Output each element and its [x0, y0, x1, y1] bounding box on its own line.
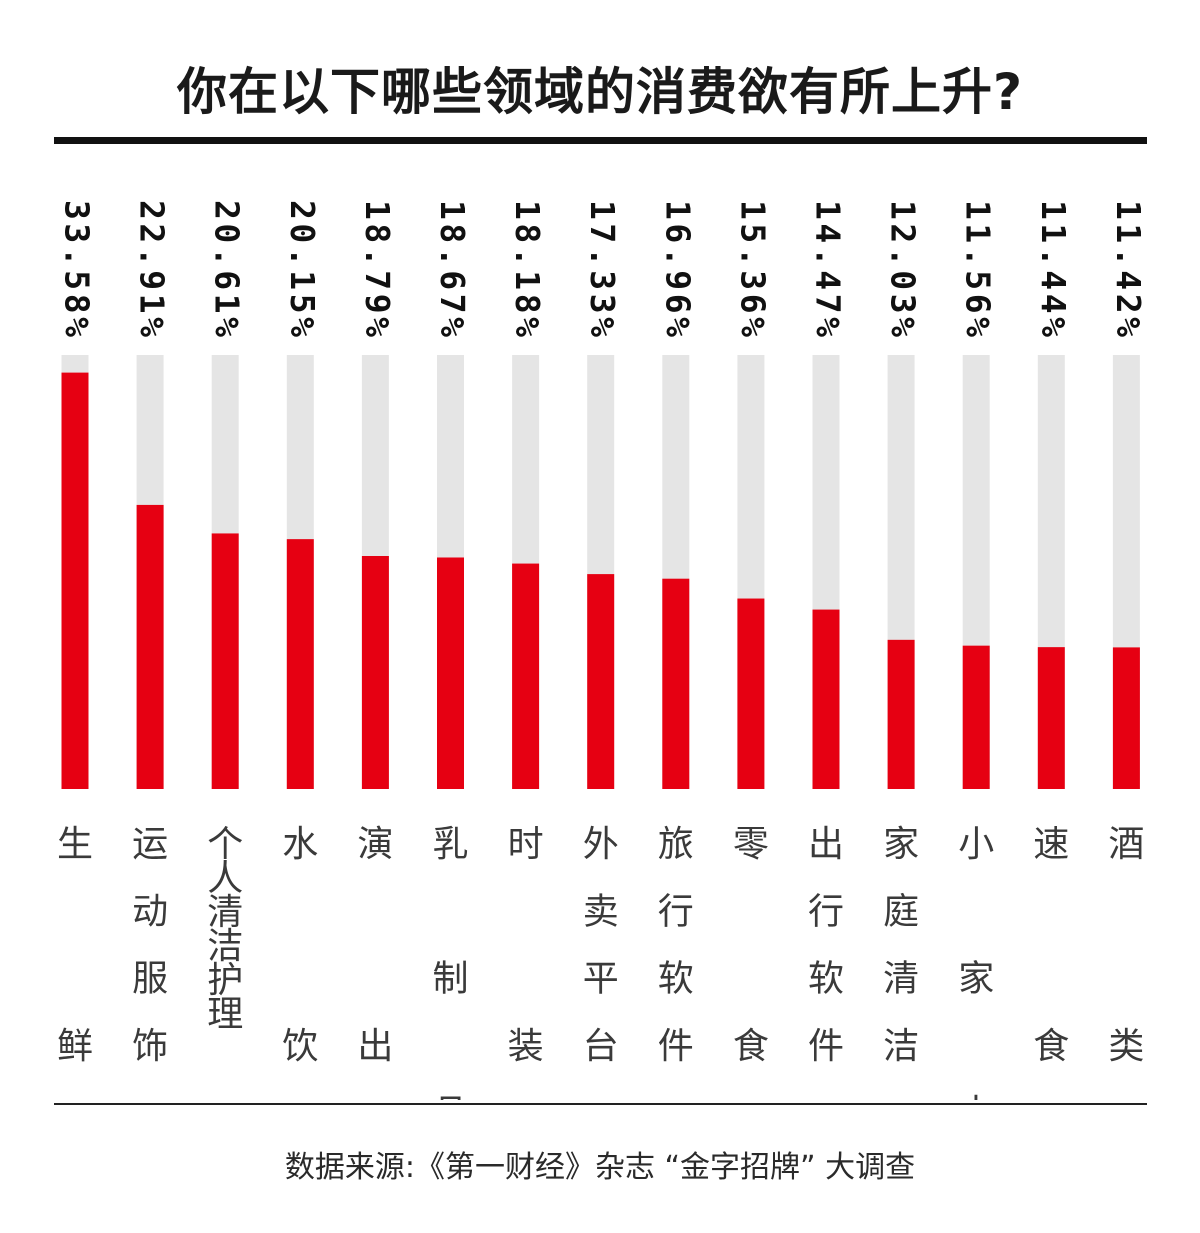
- category-char: 酒: [1108, 824, 1144, 865]
- bar: [587, 574, 615, 789]
- category-char: 清: [207, 892, 243, 933]
- category-char: 件: [808, 1026, 844, 1067]
- footer-divider: [54, 1103, 1147, 1105]
- data-label: 12.03%: [884, 200, 923, 337]
- category-char: 服: [132, 959, 168, 1000]
- data-label: 20.15%: [283, 200, 322, 337]
- category-char: 食: [733, 1026, 769, 1067]
- category-label: 生鲜: [57, 824, 93, 1067]
- category-label: 演出: [357, 824, 393, 1067]
- category-char: 行: [658, 891, 694, 932]
- data-label: 20.61%: [208, 200, 247, 337]
- category-char: 装: [508, 1026, 544, 1067]
- category-char: 件: [658, 1026, 694, 1067]
- bar: [812, 609, 840, 789]
- bar: [211, 533, 239, 789]
- category-char: 外: [583, 824, 619, 865]
- category-label: 水饮: [282, 824, 318, 1067]
- category-char: 时: [508, 824, 544, 865]
- bar: [361, 556, 389, 789]
- category-label: 时装: [508, 824, 544, 1067]
- bar: [286, 539, 314, 789]
- category-char: 软: [808, 959, 844, 1000]
- category-char: 出: [357, 1026, 393, 1067]
- category-char: 个: [207, 824, 243, 865]
- category-char: 理: [207, 994, 243, 1035]
- category-char: 小: [958, 824, 994, 865]
- data-label: 18.18%: [508, 200, 547, 337]
- category-char: 水: [282, 824, 318, 865]
- category-char: 洁: [207, 926, 243, 967]
- data-label: 17.33%: [583, 200, 622, 337]
- data-label: 33.58%: [58, 200, 97, 337]
- category-char: 演: [357, 824, 393, 865]
- data-label: 18.79%: [358, 200, 397, 337]
- category-char: 鲜: [57, 1026, 93, 1067]
- category-char: 运: [132, 824, 168, 865]
- bar: [1112, 647, 1140, 789]
- category-char: 类: [1108, 1026, 1144, 1067]
- data-label: 11.42%: [1109, 200, 1148, 337]
- category-char: 动: [132, 891, 168, 932]
- category-char: 食: [1033, 1026, 1069, 1067]
- category-char: 出: [808, 824, 844, 865]
- category-char: 清: [883, 959, 919, 1000]
- bar: [61, 372, 89, 789]
- data-label: 18.67%: [433, 200, 472, 337]
- category-char: 饮: [282, 1026, 318, 1067]
- bar: [1037, 647, 1065, 789]
- title-divider: [54, 137, 1147, 144]
- category-char: 庭: [883, 891, 919, 932]
- category-label: 酒类: [1108, 824, 1144, 1067]
- category-char: 人: [207, 858, 243, 899]
- bar-chart: 33.58%生鲜22.91%运动服饰20.61%个人清洁护理20.15%水饮18…: [57, 200, 1148, 1100]
- data-label: 11.44%: [1034, 200, 1073, 337]
- data-label: 14.47%: [809, 200, 848, 337]
- bar: [662, 578, 690, 789]
- category-char: 品: [432, 1093, 468, 1100]
- data-label: 15.36%: [733, 200, 772, 337]
- data-label: 11.56%: [959, 200, 998, 337]
- data-label: 16.96%: [658, 200, 697, 337]
- category-char: 乳: [432, 824, 468, 865]
- category-label: 小家电: [958, 824, 994, 1100]
- bar: [962, 645, 990, 789]
- source-note: 数据来源:《第一财经》杂志 “金字招牌” 大调查: [284, 1150, 916, 1185]
- category-char: 家: [958, 959, 994, 1000]
- bar: [737, 598, 765, 789]
- category-char: 饰: [132, 1026, 168, 1067]
- bar: [437, 557, 464, 789]
- category-label: 乳制品: [432, 824, 468, 1100]
- category-char: 制: [432, 959, 468, 1000]
- chart-title: 你在以下哪些领域的消费欲有所上升?: [176, 63, 1023, 121]
- category-char: 护: [207, 960, 243, 1001]
- category-label: 零食: [733, 824, 769, 1067]
- bar: [136, 504, 164, 789]
- bar: [512, 563, 540, 789]
- category-char: 速: [1033, 824, 1069, 865]
- data-label: 22.91%: [133, 200, 172, 337]
- category-char: 软: [658, 959, 694, 1000]
- category-char: 洁: [883, 1026, 919, 1067]
- category-char: 卖: [583, 891, 619, 932]
- category-char: 行: [808, 891, 844, 932]
- category-char: 电: [958, 1093, 994, 1100]
- category-char: 生: [57, 824, 93, 865]
- category-char: 旅: [658, 824, 694, 865]
- category-char: 家: [883, 824, 919, 865]
- bar: [887, 639, 915, 789]
- category-char: 平: [583, 959, 619, 1000]
- category-label: 速食: [1033, 824, 1069, 1067]
- category-char: 台: [583, 1026, 619, 1067]
- category-char: 零: [733, 824, 769, 865]
